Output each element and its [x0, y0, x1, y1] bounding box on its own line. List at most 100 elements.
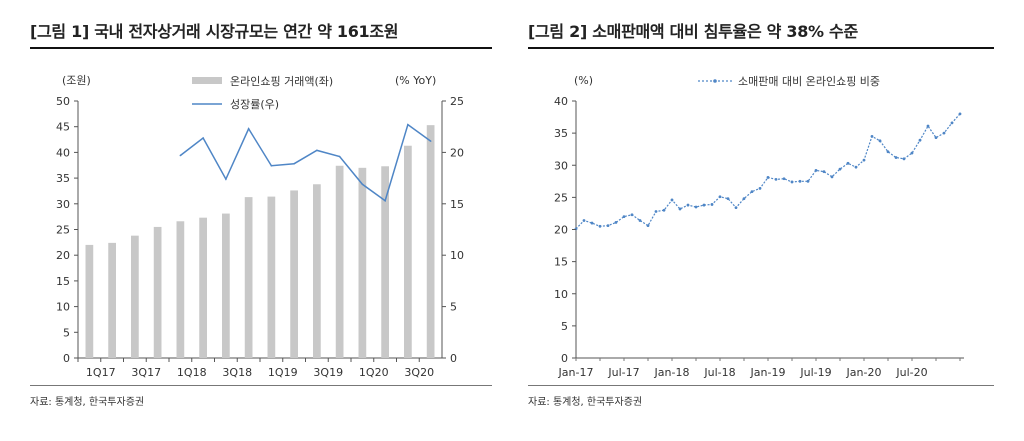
- growth-rate-point: [202, 137, 204, 139]
- online-share-point: [646, 224, 650, 228]
- chart-online-share: 0 5 10 15 20 25 30 35 40 Jan-17 Jul-17 Jan-18 Jul-1…: [554, 74, 964, 379]
- online-share-point: [694, 205, 698, 209]
- left-tick-label: 15: [56, 275, 70, 288]
- chart-panel-online-share: [그림 2] 소매판매액 대비 침투율은 약 38% 수준 0 5 10 15 20 25…: [520, 0, 1024, 441]
- x-tick-label: Jan-20: [846, 366, 882, 379]
- x-tick-label: 1Q17: [86, 366, 116, 379]
- online-share-point: [710, 203, 714, 206]
- y-tick-label: 35: [554, 127, 568, 140]
- left-tick-label: 50: [56, 95, 70, 108]
- online-share-point: [902, 157, 906, 161]
- growth-rate-line: [179, 123, 432, 202]
- bar-2Q20: [381, 166, 389, 358]
- legend-bar-swatch: [192, 77, 222, 84]
- x-tick-label: 3Q20: [404, 366, 434, 379]
- legend-line-label: 성장률(우): [230, 98, 279, 111]
- legend-bar-label: 온라인쇼핑 거래액(좌): [230, 75, 333, 88]
- x-tick-label: 1Q18: [177, 366, 207, 379]
- growth-rate-point: [247, 127, 250, 130]
- online-share-point: [782, 177, 786, 181]
- bar-2Q17: [108, 242, 116, 358]
- online-share-point: [598, 224, 602, 228]
- bar-3Q19: [313, 184, 321, 358]
- left-tick-label: 30: [56, 198, 70, 211]
- online-share-point: [638, 219, 642, 222]
- online-share-point: [686, 203, 690, 207]
- x-tick-label: Jan-18: [654, 366, 690, 379]
- online-share-point: [718, 195, 722, 199]
- bar-1Q20: [358, 167, 367, 358]
- right-tick-label: 15: [450, 198, 464, 211]
- left-tick-label: 10: [56, 301, 70, 314]
- online-share-point: [838, 167, 842, 171]
- legend-line-label: 소매판매 대비 온라인쇼핑 비중: [738, 75, 880, 88]
- y-tick-label: 30: [554, 159, 568, 172]
- y-tick-label: 25: [554, 191, 568, 204]
- chart-title: [그림 2] 소매판매액 대비 침투율은 약 38% 수준: [528, 22, 858, 41]
- online-share-point: [702, 203, 706, 207]
- online-share-point: [814, 168, 818, 172]
- chart-title: [그림 1] 국내 전자상거래 시장규모는 연간 약 161조원: [30, 22, 399, 41]
- growth-rate-point: [338, 155, 341, 158]
- online-share-point: [742, 197, 746, 201]
- right-tick-label: 25: [450, 95, 464, 108]
- chart-panel-ecommerce-market: [그림 1] 국내 전자상거래 시장규모는 연간 약 161조원 0 5 10 15 2…: [0, 0, 500, 441]
- legend-marker: [713, 79, 717, 83]
- growth-rate-point: [429, 140, 432, 142]
- online-share-point: [870, 134, 874, 138]
- online-share-point: [670, 198, 674, 202]
- growth-rate-point: [179, 154, 182, 157]
- growth-rate-point: [225, 178, 227, 180]
- online-share-point: [958, 112, 962, 116]
- online-share-point: [774, 177, 778, 181]
- bar-4Q19: [335, 165, 344, 358]
- x-tick-label: 3Q17: [131, 366, 161, 379]
- online-share-point: [606, 224, 610, 228]
- online-share-point: [846, 161, 850, 165]
- left-tick-label: 0: [63, 352, 70, 365]
- x-tick-label: Jul-17: [607, 366, 639, 379]
- bar-3Q18: [222, 213, 230, 358]
- left-axis-unit: (조원): [62, 74, 91, 87]
- online-share-point: [758, 186, 762, 190]
- left-tick-label: 25: [56, 224, 70, 237]
- title-rule: [30, 47, 492, 49]
- online-share-point: [630, 213, 634, 217]
- online-share-point: [822, 170, 826, 174]
- online-share-point: [950, 121, 954, 125]
- left-tick-label: 20: [56, 249, 70, 262]
- growth-rate-point: [270, 164, 273, 167]
- bar-4Q20: [426, 125, 435, 359]
- right-axis-unit: (% YoY): [395, 74, 436, 87]
- online-share-point: [662, 208, 666, 212]
- online-share-point: [726, 197, 730, 201]
- y-tick-label: 0: [561, 352, 568, 365]
- bar-4Q17: [153, 226, 162, 358]
- left-axis-unit: (%): [574, 74, 593, 87]
- online-share-point: [854, 165, 858, 169]
- online-share-point: [766, 176, 770, 179]
- source-note: 자료: 통계청, 한국투자증권: [30, 397, 145, 408]
- online-share-point: [734, 206, 738, 210]
- y-tick-label: 5: [561, 320, 568, 333]
- y-tick-label: 15: [554, 256, 568, 269]
- online-share-point: [750, 190, 754, 193]
- chart-ecommerce-market: 0 5 10 15 20 25 30 35 40 45 50 0 5 10 15 20 25 1Q17 3Q17…: [56, 74, 464, 379]
- bar-1Q17: [85, 244, 94, 358]
- online-share-point: [678, 207, 682, 211]
- online-share-point: [830, 175, 834, 179]
- online-share-point: [862, 158, 866, 162]
- online-share-point: [926, 124, 930, 128]
- left-tick-label: 40: [56, 146, 70, 159]
- online-share-point: [614, 221, 618, 224]
- x-tick-label: Jul-19: [799, 366, 831, 379]
- online-share-point: [942, 131, 946, 135]
- x-tick-label: Jan-17: [558, 366, 594, 379]
- online-share-point: [894, 156, 898, 159]
- bar-3Q20: [404, 145, 412, 358]
- growth-rate-point: [316, 149, 318, 152]
- x-tick-label: 3Q19: [313, 366, 343, 379]
- x-tick-label: Jul-20: [895, 366, 927, 379]
- online-share-point: [910, 151, 914, 155]
- x-tick-label: 1Q20: [359, 366, 389, 379]
